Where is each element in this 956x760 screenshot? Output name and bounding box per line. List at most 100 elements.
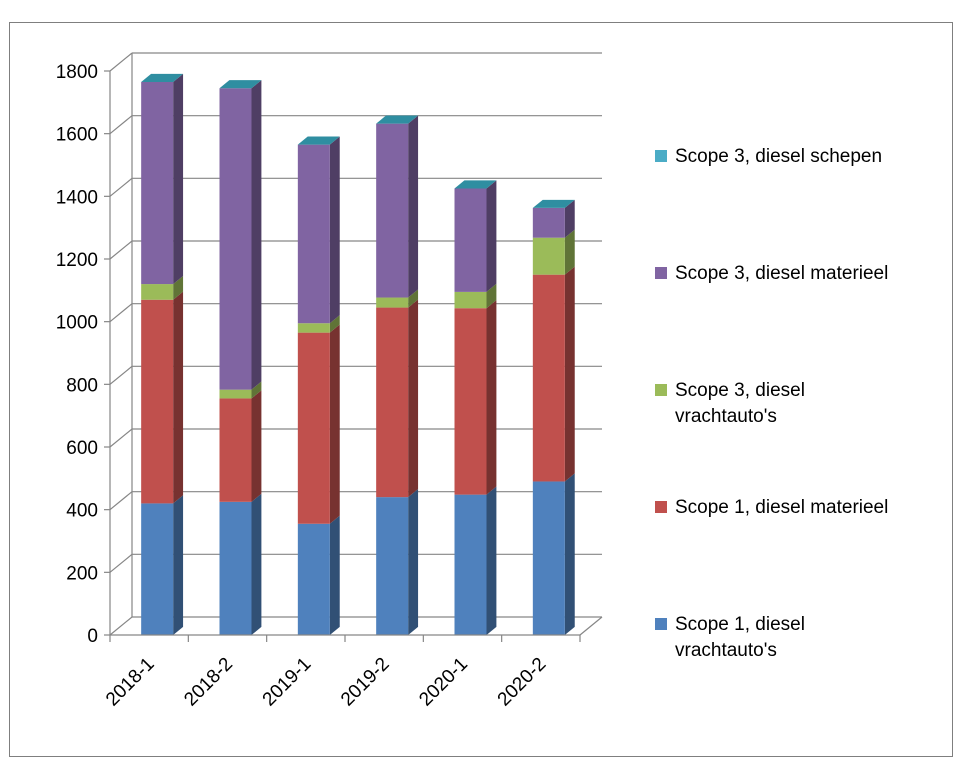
bar-segment xyxy=(454,283,497,309)
y-tick-label: 800 xyxy=(66,375,98,396)
bar-side xyxy=(251,381,262,399)
bar-front xyxy=(532,274,565,482)
legend-entry: Scope 3, diesel vrachtauto's xyxy=(655,380,805,427)
bar-side xyxy=(173,73,184,285)
grid-diagonal xyxy=(109,303,133,323)
bar-segment xyxy=(141,291,184,504)
grid-diagonal xyxy=(109,553,133,573)
y-tick-label: 1200 xyxy=(56,250,98,271)
legend-label: Scope 3, diesel materieel xyxy=(675,263,888,284)
legend-swatch xyxy=(655,384,667,396)
bar-segment xyxy=(532,473,575,635)
grid-diagonal xyxy=(109,616,133,636)
bar-side xyxy=(486,300,497,495)
bar-side xyxy=(486,180,497,292)
bar-segment xyxy=(297,324,340,524)
chart-frame: 0 200 400 600 800 1000 1200 1400 1600 1800 2018-1 2… xyxy=(9,22,953,757)
grid-diagonal xyxy=(109,177,133,197)
bar-side xyxy=(251,80,262,390)
bar-front xyxy=(297,332,330,524)
bar-side xyxy=(486,283,497,309)
bar-front xyxy=(532,207,565,238)
bar-segment xyxy=(532,266,575,482)
bar-side xyxy=(251,493,262,635)
y-tick-label: 0 xyxy=(87,626,98,647)
bar-side xyxy=(173,495,184,635)
legend-entry: Scope 3, diesel materieel xyxy=(655,263,888,284)
bar-side xyxy=(408,489,419,635)
x-tick-label: 2018-1 xyxy=(102,654,159,711)
bar-front xyxy=(219,88,252,390)
legend-label: Scope 1, diesel vrachtauto's xyxy=(675,614,805,661)
bar-front xyxy=(376,297,409,308)
bar-segment xyxy=(297,315,340,333)
bar-front xyxy=(141,503,174,635)
bar-front xyxy=(141,284,174,300)
bar-front xyxy=(376,497,409,635)
bar-side xyxy=(486,486,497,635)
grid-diagonal xyxy=(109,115,133,135)
x-tick-label: 2020-1 xyxy=(415,654,472,711)
bar-side xyxy=(408,299,419,498)
bar-segment xyxy=(454,300,497,495)
bar-top xyxy=(532,199,575,208)
bar-segment xyxy=(376,289,419,308)
bar-segment xyxy=(219,390,262,502)
bar-front xyxy=(141,299,174,504)
bar-side xyxy=(173,275,184,300)
bar-segment xyxy=(297,515,340,635)
legend-entry: Scope 1, diesel vrachtauto's xyxy=(655,614,805,661)
bar-side xyxy=(329,515,340,635)
bar-segment xyxy=(532,199,575,238)
bar-top xyxy=(376,115,419,124)
bar-front xyxy=(297,323,330,333)
y-tick-label: 600 xyxy=(66,438,98,459)
legend-swatch xyxy=(655,618,667,630)
bar-side xyxy=(564,266,575,482)
grid-diagonal xyxy=(109,491,133,511)
bar-front xyxy=(219,389,252,399)
legend-layer: Scope 3, diesel schepen Scope 3, diesel m… xyxy=(655,146,888,661)
legend-swatch xyxy=(655,501,667,513)
y-tick-label: 1600 xyxy=(56,125,98,146)
bar-front xyxy=(532,237,565,275)
bar-front xyxy=(454,188,487,292)
bar-segment xyxy=(297,136,340,324)
legend-swatch xyxy=(655,267,667,279)
chart-svg: 0 200 400 600 800 1000 1200 1400 1600 1800 2018-1 2… xyxy=(56,52,888,711)
grid-diagonal xyxy=(109,365,133,385)
bar-side xyxy=(173,291,184,504)
bar-front xyxy=(219,501,252,635)
bar-top xyxy=(141,73,184,82)
bar-side xyxy=(329,315,340,333)
bar-front xyxy=(141,81,174,285)
bar-side xyxy=(408,115,419,298)
grid-diagonal xyxy=(109,240,133,260)
grid-diagonal xyxy=(109,428,133,448)
y-tick-label: 1000 xyxy=(56,313,98,334)
bar-segment xyxy=(219,493,262,635)
axis-layer: 0 200 400 600 800 1000 1200 1400 1600 1800 2018-1 2… xyxy=(56,62,603,711)
bar-front xyxy=(376,123,409,298)
bars-layer xyxy=(141,73,575,635)
bar-side xyxy=(251,390,262,502)
bar-front xyxy=(219,398,252,502)
y-tick-label: 400 xyxy=(66,501,98,522)
bar-top xyxy=(454,180,497,189)
bar-top xyxy=(297,136,340,145)
legend-label: Scope 3, diesel schepen xyxy=(675,146,882,167)
bar-segment xyxy=(376,299,419,498)
bar-segment xyxy=(454,180,497,292)
bar-segment xyxy=(141,275,184,300)
bar-side xyxy=(329,136,340,324)
grid-layer xyxy=(109,52,602,636)
bar-front xyxy=(532,481,565,635)
bar-segment xyxy=(141,495,184,635)
y-tick-label: 1800 xyxy=(56,62,98,83)
legend-label: Scope 1, diesel materieel xyxy=(675,497,888,518)
bar-segment xyxy=(219,381,262,399)
bar-side xyxy=(564,229,575,275)
floor-edge xyxy=(579,616,603,636)
x-tick-label: 2018-2 xyxy=(180,654,237,711)
x-tick-label: 2020-2 xyxy=(494,654,551,711)
